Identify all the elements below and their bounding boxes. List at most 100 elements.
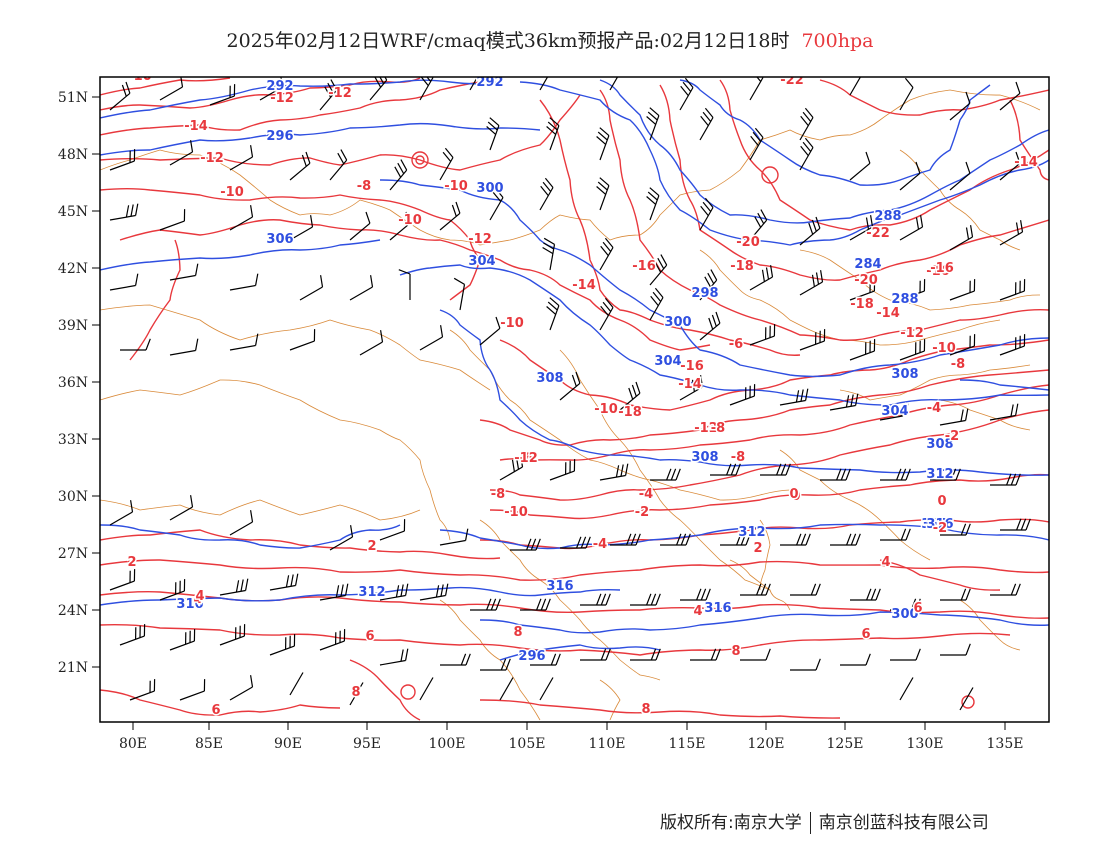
lat-tick-label: 51N	[58, 90, 88, 106]
geopotential-label: 308	[926, 437, 953, 452]
temperature-label: 0	[791, 489, 800, 504]
temperature-contour	[100, 559, 1049, 581]
lon-tick-label: 115E	[669, 736, 706, 752]
wind-barb	[229, 510, 254, 536]
border-line	[100, 379, 451, 541]
wind-barb	[949, 279, 976, 301]
geopotential-label: 308	[891, 367, 918, 382]
temperature-label: -20	[854, 273, 878, 288]
wind-barb	[879, 403, 909, 421]
wind-barb	[899, 677, 914, 701]
wind-barb	[699, 311, 721, 341]
wind-barb	[319, 79, 338, 111]
wind-barb	[790, 658, 821, 671]
border-line	[439, 599, 541, 721]
temperature-contour	[100, 187, 481, 301]
wind-barb	[899, 77, 914, 111]
geopotential-label: 312	[926, 467, 953, 482]
border-line	[799, 249, 1041, 311]
temperature-contour	[100, 529, 501, 560]
wind-barb	[820, 468, 851, 481]
temperature-label: -14	[678, 377, 702, 392]
wind-barb	[710, 463, 741, 476]
geopotential-label: 296	[518, 649, 545, 664]
temperature-label: -16	[930, 261, 954, 276]
wind-barb	[530, 653, 561, 666]
wind-barb	[599, 297, 614, 331]
wind-barb	[229, 675, 254, 701]
geopotential-label: 312	[358, 585, 385, 600]
borders-layer	[100, 89, 1041, 721]
temperature-contour	[100, 624, 1011, 656]
geopotential-label: 292	[266, 79, 293, 94]
wind-barb	[289, 329, 316, 351]
border-line	[729, 559, 791, 611]
lon-tick-label: 90E	[274, 736, 302, 752]
wind-barb	[799, 216, 821, 246]
wind-barb	[580, 648, 611, 661]
temperature-loop	[761, 166, 779, 184]
wind-barb	[660, 533, 691, 546]
geopotential-label: 288	[874, 209, 901, 224]
geopotential-contour	[499, 644, 661, 661]
temperature-label: -10	[594, 402, 618, 417]
wind-barb	[539, 77, 549, 91]
wind-barb	[120, 338, 151, 351]
geopotential-label: 316	[546, 579, 573, 594]
wind-barb	[369, 77, 388, 101]
geopotential-contour	[100, 79, 501, 119]
geopotential-contour	[100, 586, 621, 606]
temperature-label: -10	[128, 69, 152, 84]
border-line	[899, 149, 1021, 251]
wind-barb	[849, 77, 862, 96]
lat-tick-label: 45N	[58, 204, 88, 220]
wind-barb	[630, 593, 661, 606]
temperature-contour	[489, 473, 1049, 520]
temperature-label: 8	[731, 644, 740, 659]
border-line	[100, 499, 421, 521]
wind-barb	[349, 275, 374, 301]
wind-barb	[999, 220, 1024, 246]
temperature-label: 0	[937, 494, 946, 509]
wind-barb	[999, 151, 1021, 181]
geopotential-label: 306	[266, 232, 293, 247]
wind-barb	[780, 533, 811, 546]
wind-barb	[440, 653, 471, 666]
lon-tick-label: 105E	[509, 736, 546, 752]
temperature-label: 8	[513, 625, 522, 640]
lat-tick-label: 36N	[58, 375, 88, 391]
wind-barb	[646, 187, 660, 221]
wind-barb	[389, 159, 408, 191]
wind-barb	[949, 91, 971, 121]
wind-barbs-layer	[109, 77, 1031, 711]
wind-barb	[749, 324, 776, 346]
wind-barb	[539, 177, 554, 211]
wind-barb	[289, 151, 311, 181]
wind-barb	[940, 523, 971, 536]
temperature-contour	[119, 219, 711, 351]
wind-barb	[229, 205, 254, 231]
temperature-contour	[489, 409, 1049, 501]
geopotential-label: 284	[854, 257, 881, 272]
temperature-contour	[100, 77, 231, 96]
wind-barb	[209, 84, 236, 106]
geopotential-contour	[100, 524, 401, 549]
temperature-label: 0	[789, 487, 798, 502]
wind-barb	[949, 161, 971, 191]
wind-barb	[169, 140, 194, 166]
temperature-label: -18	[618, 405, 642, 420]
wind-barb	[169, 629, 196, 651]
lat-tick-label: 42N	[58, 261, 88, 277]
wind-barb	[389, 211, 411, 241]
wind-barb	[940, 643, 971, 656]
wind-barb	[630, 648, 661, 661]
temperature-loop	[400, 684, 416, 700]
wind-barb	[899, 339, 926, 361]
temperature-label: -16	[926, 264, 950, 279]
temperature-label: -14	[572, 278, 596, 293]
geopotential-label: 300	[664, 315, 691, 330]
wind-barb	[549, 459, 576, 481]
temperature-label: -12	[468, 232, 492, 247]
wind-barb	[319, 583, 349, 601]
wind-barb	[179, 679, 206, 701]
